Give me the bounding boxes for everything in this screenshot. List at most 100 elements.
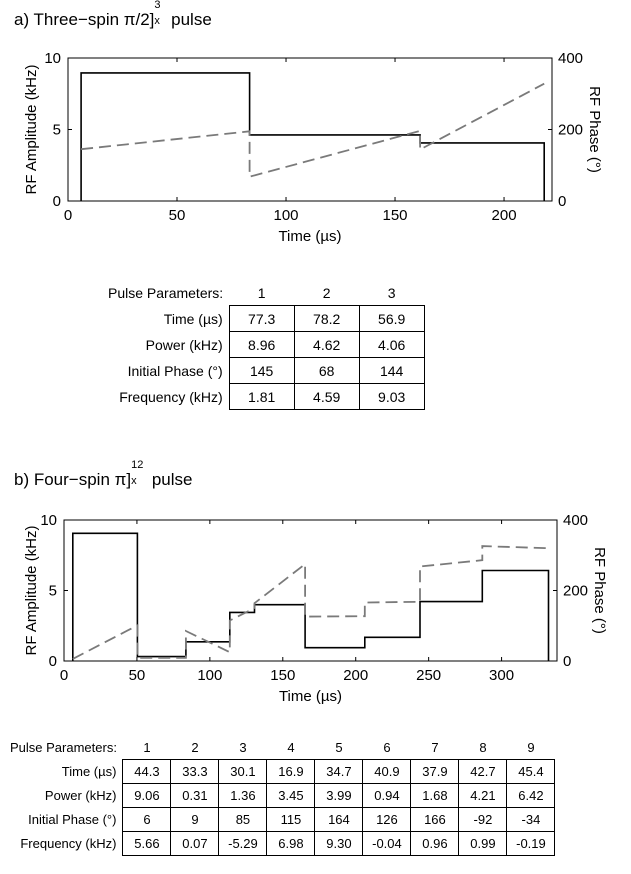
table-cell: 4.59 <box>293 383 360 410</box>
table-cell: 6 <box>122 807 172 832</box>
x-axis-label: Time (µs) <box>278 228 341 245</box>
table-row-label: Initial Phase (°) <box>28 812 117 827</box>
table-row-label: Power (kHz) <box>145 336 223 353</box>
table-column-header: 5 <box>335 740 343 755</box>
table-cell: 16.9 <box>266 759 316 784</box>
table-cell: 145 <box>228 357 295 384</box>
y2-axis-label: RF Phase (°) <box>591 547 608 634</box>
table-row-label: Power (kHz) <box>44 788 117 803</box>
panel-b-title: b) Four−spin π] 12 x pulse <box>14 459 193 490</box>
y2-axis-label: RF Phase (°) <box>586 86 603 173</box>
table-column-header: 8 <box>479 740 487 755</box>
table-column-header: 3 <box>387 284 396 301</box>
rf-amplitude-line <box>72 532 550 661</box>
table-cell: 0.31 <box>170 783 220 808</box>
table-row-label: Frequency (kHz) <box>20 836 117 851</box>
table-cell: 44.3 <box>122 759 172 784</box>
table-row: Initial Phase (°) 6 9 85 115 164 126 166 -92 -34 <box>10 807 556 832</box>
table-cell: 45.4 <box>506 759 556 784</box>
y-tick-label: 5 <box>49 583 57 600</box>
table-cell: 3.45 <box>266 783 316 808</box>
x-tick-label: 150 <box>383 207 408 224</box>
table-cell: 34.7 <box>314 759 364 784</box>
table-cell: -92 <box>458 807 508 832</box>
table-row-label: Time (µs) <box>61 764 117 779</box>
table-column-header: 2 <box>191 740 199 755</box>
y2-tick-label: 0 <box>563 653 571 670</box>
x-tick-label: 200 <box>492 207 517 224</box>
pulse-parameters-table-b: Pulse Parameters: 1 2 3 4 5 6 7 8 9 Time (µs) 44.3 3… <box>10 736 556 856</box>
table-cell: 115 <box>266 807 316 832</box>
table-cell: 42.7 <box>458 759 508 784</box>
table-cell: 6.98 <box>266 831 316 856</box>
x-axis-label: Time (µs) <box>279 688 342 705</box>
x-tick-label: 100 <box>274 207 299 224</box>
table-header-label: Pulse Parameters: <box>10 740 117 756</box>
table-row: Frequency (kHz) 1.81 4.59 9.03 <box>108 383 425 410</box>
x-tick-label: 0 <box>60 667 68 684</box>
y2-tick-label: 200 <box>558 122 583 139</box>
table-cell: 85 <box>218 807 268 832</box>
rf-phase-line <box>72 545 549 660</box>
table-cell: 5.66 <box>122 831 172 856</box>
table-header-row: Pulse Parameters: 1 2 3 4 5 6 7 8 9 <box>10 736 555 760</box>
table-column-header: 4 <box>287 740 295 755</box>
y2-tick-label: 400 <box>558 50 583 67</box>
table-column-header: 6 <box>383 740 391 755</box>
panel-b-title-superscript: 12 <box>131 459 144 471</box>
rf-amplitude-line <box>80 72 546 201</box>
table-cell: 8.96 <box>228 331 295 358</box>
y-axis-label: RF Amplitude (kHz) <box>23 525 40 655</box>
x-tick-label: 300 <box>489 667 514 684</box>
table-cell: 0.96 <box>410 831 460 856</box>
table-column-header: 7 <box>431 740 439 755</box>
table-cell: 9 <box>170 807 220 832</box>
panel-b-title-subscript: x <box>131 475 137 487</box>
table-column-header: 1 <box>143 740 151 755</box>
table-cell: 1.36 <box>218 783 268 808</box>
panel-a-title-subscript: x <box>154 15 160 27</box>
table-row: Time (µs) 77.3 78.2 56.9 <box>108 305 425 332</box>
x-tick-label: 150 <box>270 667 295 684</box>
table-cell: 126 <box>362 807 412 832</box>
table-cell: 166 <box>410 807 460 832</box>
y-axis-label: RF Amplitude (kHz) <box>23 64 40 194</box>
y-tick-label: 5 <box>53 122 61 139</box>
table-column-header: 1 <box>257 284 266 301</box>
table-cell: 4.62 <box>293 331 360 358</box>
panel-b-title-prefix: b) Four−spin π] <box>14 470 132 489</box>
table-row: Power (kHz) 8.96 4.62 4.06 <box>108 331 425 358</box>
table-cell: -0.04 <box>362 831 412 856</box>
table-cell: 0.94 <box>362 783 412 808</box>
y-tick-label: 10 <box>40 512 57 529</box>
table-cell: 37.9 <box>410 759 460 784</box>
table-cell: 6.42 <box>506 783 556 808</box>
panel-a-title-suffix: pulse <box>166 10 212 29</box>
panel-b-title-suffix: pulse <box>147 470 193 489</box>
y-tick-label: 0 <box>53 193 61 210</box>
table-cell: 68 <box>293 357 360 384</box>
table-cell: 144 <box>358 357 425 384</box>
table-row-label: Initial Phase (°) <box>127 362 223 379</box>
table-row: Time (µs) 44.3 33.3 30.1 16.9 34.7 40.9 37.9 42.… <box>10 759 556 784</box>
table-cell: 164 <box>314 807 364 832</box>
panel-a-title: a) Three−spin π/2] 3 x pulse <box>14 0 212 30</box>
table-cell: 4.21 <box>458 783 508 808</box>
x-tick-label: 0 <box>64 207 72 224</box>
table-cell: 40.9 <box>362 759 412 784</box>
table-row: Frequency (kHz) 5.66 0.07 -5.29 6.98 9.30 -0.0… <box>10 831 556 856</box>
table-column-header: 2 <box>322 284 331 301</box>
table-row-label: Frequency (kHz) <box>119 388 223 405</box>
table-cell: 4.06 <box>358 331 425 358</box>
pulse-parameters-table-a: Pulse Parameters: 1 2 3 Time (µs) 77.3 78.2 56.… <box>108 280 425 410</box>
table-column-header: 9 <box>527 740 535 755</box>
table-cell: -34 <box>506 807 556 832</box>
rf-phase-line <box>81 82 545 178</box>
y2-tick-label: 400 <box>563 512 588 529</box>
y-tick-label: 10 <box>44 50 61 67</box>
table-cell: 56.9 <box>358 305 425 332</box>
x-tick-label: 50 <box>129 667 146 684</box>
y2-tick-label: 0 <box>558 193 566 210</box>
y2-tick-label: 200 <box>563 583 588 600</box>
